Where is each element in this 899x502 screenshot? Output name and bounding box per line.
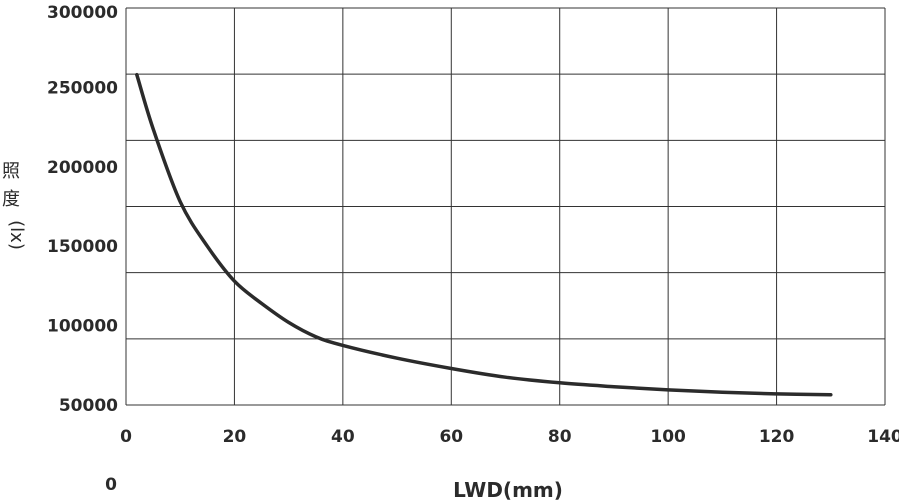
x-axis-title: LWD(mm) bbox=[453, 478, 563, 502]
x-tick-label: 140 bbox=[867, 427, 899, 447]
y-axis-title-unit: (lx) bbox=[6, 220, 27, 250]
x-tick-labels: 0 20 40 60 80 100 120 140 bbox=[120, 427, 899, 447]
y-tick-label: 50000 bbox=[59, 396, 118, 416]
y-axis-title: 照 度 (lx) bbox=[2, 161, 27, 250]
gridlines bbox=[125, 7, 886, 406]
x-tick-label: 0 bbox=[120, 427, 132, 447]
x-tick-label: 60 bbox=[439, 427, 463, 447]
y-axis-title-char-1: 照 bbox=[2, 161, 20, 182]
series-line bbox=[135, 72, 833, 397]
x-tick-label: 40 bbox=[331, 427, 355, 447]
stray-zero-label: 0 bbox=[105, 475, 117, 495]
y-tick-label: 150000 bbox=[47, 237, 118, 257]
y-tick-label: 250000 bbox=[47, 78, 118, 98]
y-tick-label: 100000 bbox=[47, 317, 118, 337]
x-tick-label: 80 bbox=[548, 427, 572, 447]
y-tick-label: 300000 bbox=[47, 3, 118, 23]
x-tick-label: 120 bbox=[759, 427, 795, 447]
y-tick-labels: 50000 100000 150000 200000 250000 300000 bbox=[47, 3, 118, 416]
y-tick-label: 200000 bbox=[47, 158, 118, 178]
x-tick-label: 20 bbox=[223, 427, 247, 447]
y-axis-title-char-2: 度 bbox=[2, 189, 20, 210]
x-tick-label: 100 bbox=[650, 427, 686, 447]
